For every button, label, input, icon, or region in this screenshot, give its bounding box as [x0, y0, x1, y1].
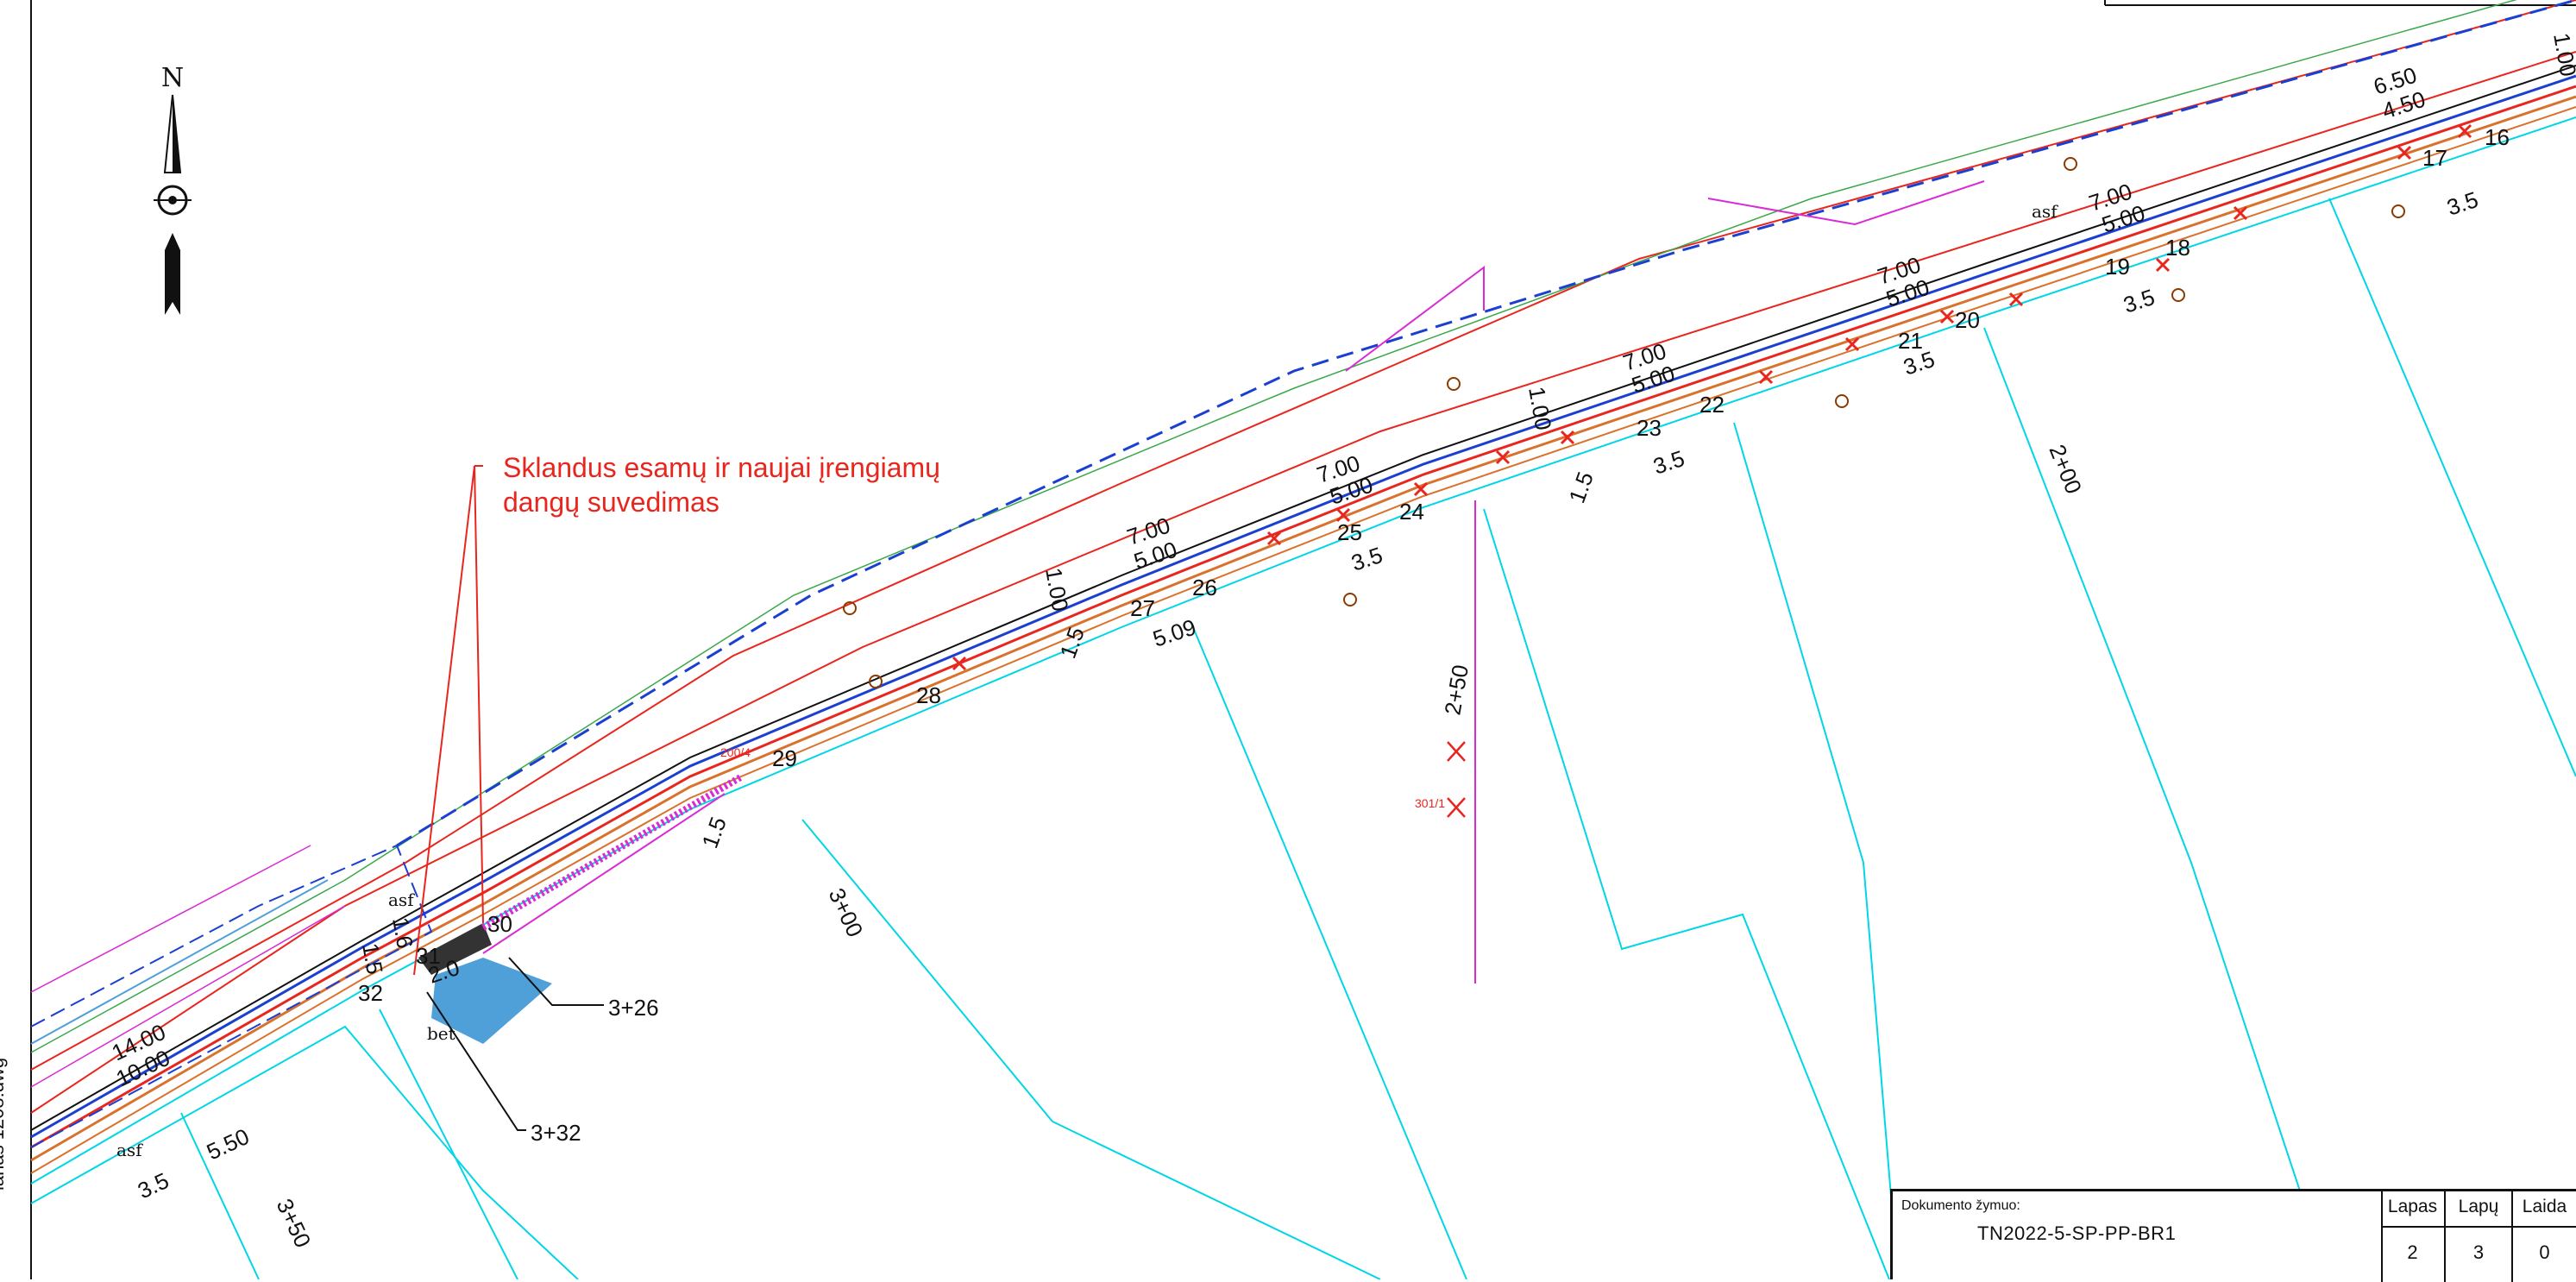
lapu-value: 3: [2472, 1241, 2485, 1263]
point-30: 30: [487, 911, 512, 937]
title-block-lapas: Lapas 2: [2381, 1191, 2446, 1282]
title-block-lapu: Lapų 3: [2446, 1191, 2513, 1282]
road-centerline-group: [30, 0, 2576, 1185]
dim-1-5-b: 1.5: [1563, 468, 1599, 506]
chainage-3-32: 3+32: [531, 1120, 581, 1146]
dim-3-5-b: 3.5: [1650, 445, 1688, 480]
point-19: 19: [2105, 254, 2130, 280]
point-22: 22: [1700, 392, 1725, 418]
point-32: 32: [358, 980, 383, 1006]
point-26: 26: [1192, 575, 1217, 600]
dim-1-5-d: 1.5: [357, 941, 388, 977]
point-21: 21: [1898, 328, 1923, 354]
point-31: 31: [416, 943, 441, 969]
cyan-boundaries: [30, 198, 2576, 1279]
chainage-3-50: 3+50: [272, 1195, 317, 1252]
chainage-3-26: 3+26: [608, 995, 659, 1021]
point-16: 16: [2485, 124, 2510, 150]
lapas-value: 2: [2407, 1241, 2418, 1263]
point-23: 23: [1637, 415, 1662, 441]
dim-1-6: 1.6: [387, 915, 418, 951]
surface-bet: bet: [427, 1023, 456, 1044]
chainage-2-00: 2+00: [2044, 441, 2087, 498]
dim-5-50: 5.50: [203, 1123, 254, 1166]
point-20: 20: [1955, 307, 1980, 333]
point-18: 18: [2165, 235, 2190, 261]
point-17: 17: [2422, 145, 2447, 171]
laida-label: Laida: [2522, 1197, 2567, 1216]
pavement-transition-area: [431, 958, 552, 1044]
point-27: 27: [1130, 595, 1155, 621]
surface-asf-b: asf: [388, 889, 415, 910]
chainage-2-50: 2+50: [1439, 663, 1473, 717]
manhole-icons: [843, 157, 2405, 688]
point-24: 24: [1399, 499, 1424, 525]
lapu-label: Lapų: [2458, 1197, 2499, 1216]
dim-1-00-a: 1.00: [1040, 566, 1073, 613]
dim-1-00-b: 1.00: [1524, 385, 1556, 432]
transition-annotation: Sklandus esamų ir naujai įrengiamų dangų…: [503, 450, 940, 519]
dim-3-5-d: 3.5: [2120, 284, 2158, 318]
lapas-label: Lapas: [2387, 1197, 2438, 1216]
dim-1-5-a: 1.5: [1054, 624, 1090, 662]
annotation-line-1: Sklandus esamų ir naujai įrengiamų: [503, 452, 940, 483]
title-block: Dokumento žymuo: TN2022-5-SP-PP-BR1 Lapa…: [1890, 1189, 2576, 1282]
removal-markers: [952, 123, 2472, 671]
dim-3-5-a: 3.5: [1348, 542, 1386, 576]
doc-label: Dokumento žymuo:: [1901, 1198, 2020, 1213]
magenta-utility-lines: [482, 180, 1985, 983]
north-arrow-icon: N: [154, 63, 192, 315]
dim-5-09: 5.09: [1150, 614, 1199, 652]
dim-3-5-f: 3.5: [134, 1167, 173, 1203]
point-28: 28: [916, 682, 941, 708]
chainage-3-00: 3+00: [824, 884, 869, 941]
title-block-document: Dokumento žymuo: TN2022-5-SP-PP-BR1: [1893, 1191, 2383, 1282]
dim-1-5-c: 1.5: [696, 814, 732, 852]
dim-1-00-c: 1.00: [2548, 31, 2576, 79]
doc-value: TN2022-5-SP-PP-BR1: [1977, 1222, 2177, 1244]
pole-200-4: 200/4: [720, 745, 751, 759]
annotation-line-2: dangų suvedimas: [503, 487, 719, 518]
side-filename: lanas 1208.dwg: [0, 1057, 8, 1191]
north-label: N: [161, 63, 184, 93]
dim-3-5-e: 3.5: [2444, 186, 2482, 221]
point-29: 29: [772, 745, 797, 771]
laida-value: 0: [2539, 1241, 2550, 1263]
pole-301-1: 301/1: [1415, 796, 1445, 810]
surface-asf-a: asf: [2032, 201, 2058, 222]
point-25: 25: [1337, 519, 1362, 545]
annotation-leaders: [413, 465, 484, 976]
title-block-laida: Laida 0: [2513, 1191, 2576, 1282]
surface-asf-c: asf: [116, 1140, 143, 1160]
